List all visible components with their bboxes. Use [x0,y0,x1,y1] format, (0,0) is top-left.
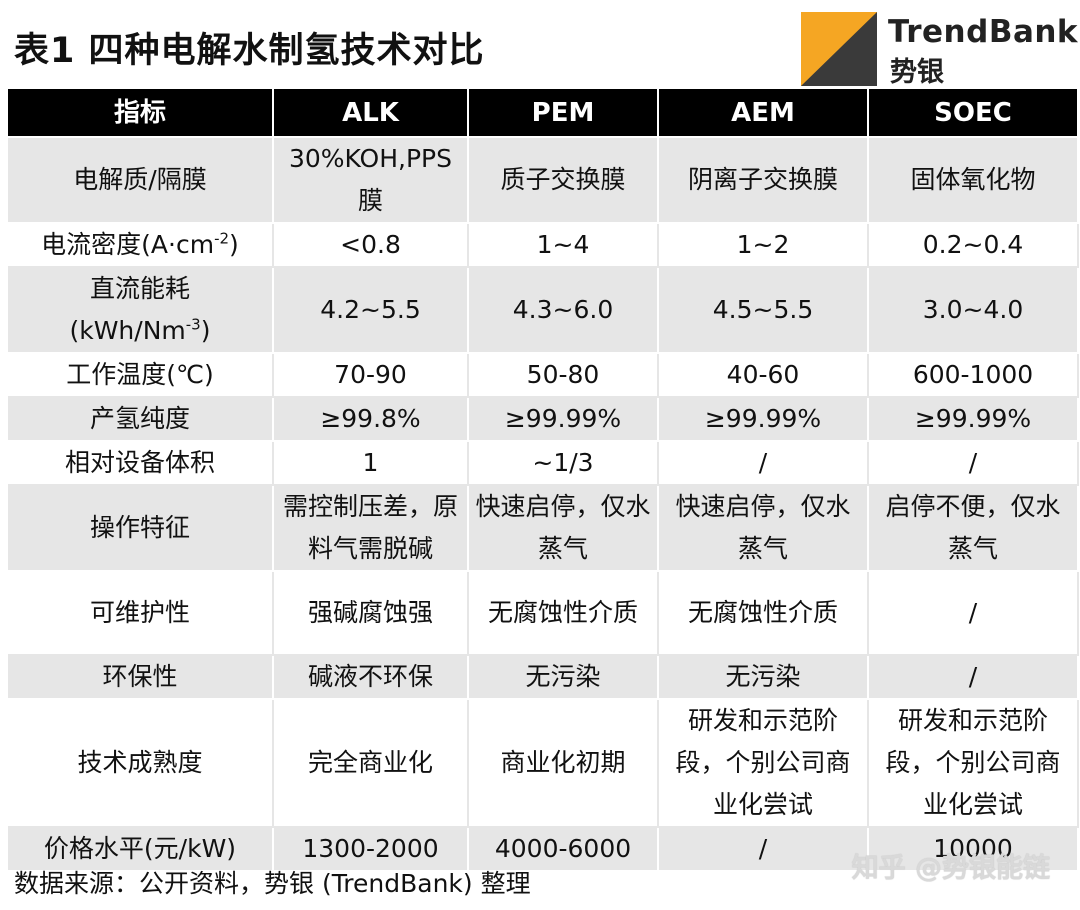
table-cell: 1~4 [468,223,659,268]
table-cell: 阴离子交换膜 [658,137,869,224]
table-cell: / [658,827,869,872]
table-row: 技术成熟度 完全商业化 商业化初期 研发和示范阶段，个别公司商业化尝试 研发和示… [8,699,1079,828]
header-cell: PEM [468,89,659,138]
table-cell: 需控制压差，原料气需脱碱 [273,485,469,572]
table-cell: <0.8 [273,223,469,268]
row-label-main: (kWh/Nm [69,316,186,345]
table-row: 价格水平(元/kW) 1300-2000 4000-6000 / 10000 [8,827,1079,872]
row-label-sup: -2 [214,229,230,248]
table-cell: 40-60 [658,353,869,398]
table-cell: 3.0~4.0 [868,267,1079,354]
table-row: 电解质/隔膜 30%KOH,PPS膜 质子交换膜 阴离子交换膜 固体氧化物 [8,137,1079,224]
table-cell: 4000-6000 [468,827,659,872]
table-cell: 质子交换膜 [468,137,659,224]
row-label: 产氢纯度 [8,397,274,442]
row-label-tail: ) [229,230,239,259]
header-cell: 指标 [8,89,274,138]
table-cell: 1300-2000 [273,827,469,872]
table-row: 可维护性 强碱腐蚀强 无腐蚀性介质 无腐蚀性介质 / [8,571,1079,656]
table-cell: 10000 [868,827,1079,872]
table-cell: 30%KOH,PPS膜 [273,137,469,224]
row-label: 操作特征 [8,485,274,572]
row-label-line1: 直流能耗 [89,274,190,303]
table-cell: 无污染 [658,655,869,700]
table-cell: 0.2~0.4 [868,223,1079,268]
header-cell: SOEC [868,89,1079,138]
table-cell: 固体氧化物 [868,137,1079,224]
table-cell: 4.2~5.5 [273,267,469,354]
row-label: 价格水平(元/kW) [8,827,274,872]
table-title: 表1 四种电解水制氢技术对比 [14,31,485,71]
table-cell: 强碱腐蚀强 [273,571,469,656]
logo-sub: 势银 [890,57,944,88]
header-cell: AEM [658,89,869,138]
table-row: 电流密度(A·cm-2) <0.8 1~4 1~2 0.2~0.4 [8,223,1079,268]
table-cell: / [868,571,1079,656]
watermark: 知乎 @势银能链 [851,853,1050,884]
row-label: 相对设备体积 [8,441,274,486]
table-header-row: 指标 ALK PEM AEM SOEC [8,89,1079,138]
table-cell: / [868,441,1079,486]
table-row: 相对设备体积 1 ~1/3 / / [8,441,1079,486]
table-row: 直流能耗 (kWh/Nm-3) 4.2~5.5 4.3~6.0 4.5~5.5 3… [8,267,1079,354]
table-cell: 4.3~6.0 [468,267,659,354]
comparison-table: 指标 ALK PEM AEM SOEC 电解质/隔膜 30%KOH,PPS膜 质… [8,89,1079,872]
table-cell: ≥99.8% [273,397,469,442]
table-cell: ≥99.99% [658,397,869,442]
table-cell: 研发和示范阶段，个别公司商业化尝试 [658,699,869,828]
table-cell: 完全商业化 [273,699,469,828]
header-cell: ALK [273,89,469,138]
table-row: 工作温度(℃) 70-90 50-80 40-60 600-1000 [8,353,1079,398]
logo-name: TrendBank [888,14,1079,50]
table-cell: 50-80 [468,353,659,398]
row-label-tail: ) [200,316,211,345]
row-label: 可维护性 [8,571,274,656]
table-cell: 1 [273,441,469,486]
table-cell: 70-90 [273,353,469,398]
trendbank-logo-icon [801,12,877,86]
row-label-main: 电流密度(A·cm [41,230,215,259]
row-label-sup: -3 [185,315,201,334]
table-cell: 无腐蚀性介质 [468,571,659,656]
table-cell: 快速启停，仅水蒸气 [658,485,869,572]
table-cell: 碱液不环保 [273,655,469,700]
table-cell: 1~2 [658,223,869,268]
source-note: 数据来源：公开资料，势银 (TrendBank) 整理 [14,869,531,898]
table-cell: 研发和示范阶段，个别公司商业化尝试 [868,699,1079,828]
table-row: 环保性 碱液不环保 无污染 无污染 / [8,655,1079,700]
table-cell: 快速启停，仅水蒸气 [468,485,659,572]
table-row: 产氢纯度 ≥99.8% ≥99.99% ≥99.99% ≥99.99% [8,397,1079,442]
row-label: 技术成熟度 [8,699,274,828]
header: 表1 四种电解水制氢技术对比 TrendBank 势银 [0,0,1080,88]
table-row: 操作特征 需控制压差，原料气需脱碱 快速启停，仅水蒸气 快速启停，仅水蒸气 启停… [8,485,1079,572]
row-label: 直流能耗 (kWh/Nm-3) [8,267,274,354]
table-cell: 600-1000 [868,353,1079,398]
table-cell: 4.5~5.5 [658,267,869,354]
table-cell: / [658,441,869,486]
row-label: 环保性 [8,655,274,700]
table-cell: ≥99.99% [868,397,1079,442]
row-label: 工作温度(℃) [8,353,274,398]
table-cell: 商业化初期 [468,699,659,828]
table-cell: ≥99.99% [468,397,659,442]
row-label: 电解质/隔膜 [8,137,274,224]
table-cell: / [868,655,1079,700]
table-cell: 启停不便，仅水蒸气 [868,485,1079,572]
table-cell: 无污染 [468,655,659,700]
table-cell: ~1/3 [468,441,659,486]
row-label: 电流密度(A·cm-2) [8,223,274,268]
table-cell: 无腐蚀性介质 [658,571,869,656]
